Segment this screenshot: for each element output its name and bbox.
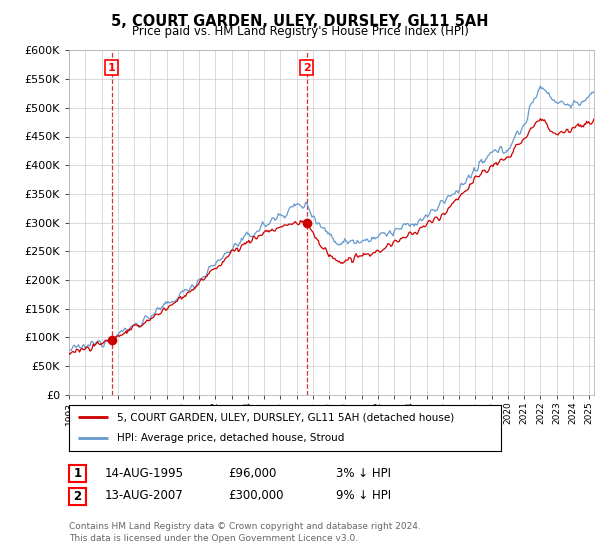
Text: HPI: Average price, detached house, Stroud: HPI: Average price, detached house, Stro… [116, 433, 344, 444]
Text: Price paid vs. HM Land Registry's House Price Index (HPI): Price paid vs. HM Land Registry's House … [131, 25, 469, 38]
Text: 14-AUG-1995: 14-AUG-1995 [105, 466, 184, 480]
Text: 1: 1 [107, 63, 115, 73]
Text: 5, COURT GARDEN, ULEY, DURSLEY, GL11 5AH (detached house): 5, COURT GARDEN, ULEY, DURSLEY, GL11 5AH… [116, 412, 454, 422]
Text: 9% ↓ HPI: 9% ↓ HPI [336, 489, 391, 502]
Text: Contains HM Land Registry data © Crown copyright and database right 2024.
This d: Contains HM Land Registry data © Crown c… [69, 522, 421, 543]
Text: 2: 2 [73, 489, 82, 503]
Text: 2: 2 [303, 63, 310, 73]
Text: 3% ↓ HPI: 3% ↓ HPI [336, 466, 391, 480]
Text: 13-AUG-2007: 13-AUG-2007 [105, 489, 184, 502]
Text: 1: 1 [73, 467, 82, 480]
Text: £96,000: £96,000 [228, 466, 277, 480]
Text: 5, COURT GARDEN, ULEY, DURSLEY, GL11 5AH: 5, COURT GARDEN, ULEY, DURSLEY, GL11 5AH [111, 14, 489, 29]
Text: £300,000: £300,000 [228, 489, 284, 502]
